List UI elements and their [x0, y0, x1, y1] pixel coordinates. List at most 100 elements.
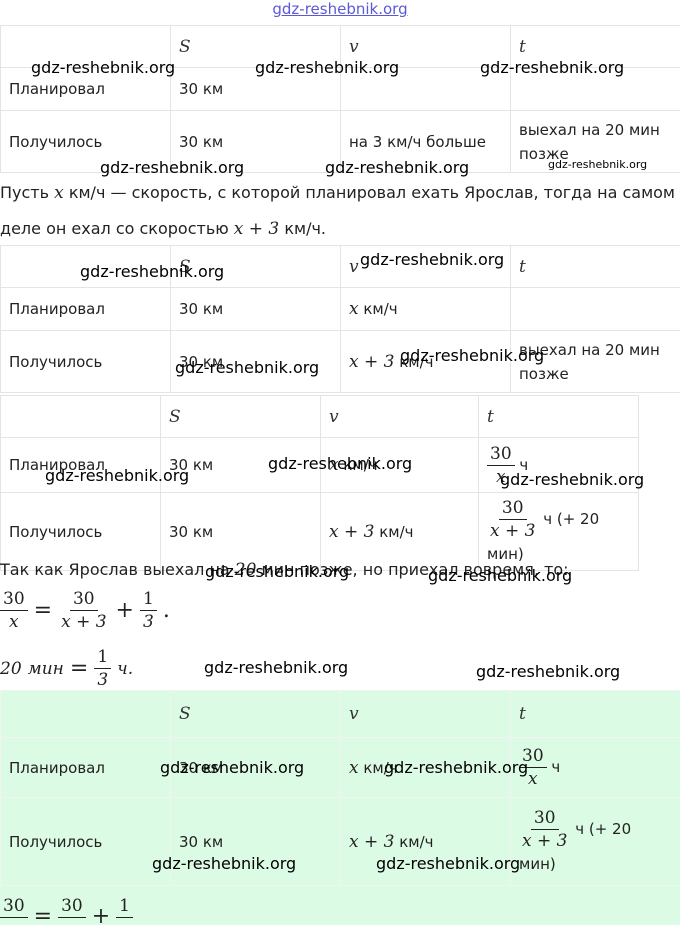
denominator [69, 918, 75, 925]
math-text: . [162, 598, 170, 623]
cell: 30 км [170, 287, 341, 331]
header-cell: S [170, 690, 341, 738]
cell [340, 67, 511, 111]
cell: 30 км [170, 737, 341, 798]
site-link[interactable]: gdz-reshebnik.org [272, 0, 408, 18]
watermark: gdz-reshebnik.org [45, 466, 190, 485]
watermark: gdz-reshebnik.org [376, 854, 521, 873]
header-cell: v [320, 395, 479, 438]
fraction: 30 x + 3 [58, 588, 109, 633]
cell-text: 30 км [169, 456, 214, 474]
cell: 30 км [170, 797, 341, 886]
header-cell [0, 245, 171, 288]
row: Получилось 30 км x + 3 км/ч 30 x + 3 ч (+ 20… [0, 797, 680, 886]
cell: 30 км [160, 437, 321, 493]
numerator: 1 [139, 588, 157, 611]
cell-text: ч (+ 20 мин) [487, 510, 600, 563]
cell-text: v [349, 36, 359, 57]
header-cell: v [340, 690, 511, 738]
cell-text: 30 км [179, 832, 224, 851]
fraction: 30 x + 3 [519, 807, 570, 852]
cell-text: t [487, 406, 494, 427]
fraction: 30 x [519, 745, 547, 790]
cell: x + 3 км/ч [320, 492, 479, 571]
cell-text: v [349, 704, 359, 724]
math: x [329, 455, 339, 475]
cell: Получилось [0, 330, 171, 393]
watermark: gdz-reshebnik.org [204, 658, 349, 677]
math-text: 20 [0, 658, 22, 679]
cell: 30 x + 3 ч (+ 20 мин) [510, 797, 680, 886]
row: Получилось 30 км на 3 км/ч больше выехал на… [0, 110, 680, 173]
cell: 30 x + 3 ч (+ 20 мин) [478, 492, 639, 571]
numerator: 30 [519, 745, 547, 768]
numerator: 30 [58, 895, 86, 918]
numerator: 1 [116, 895, 133, 918]
watermark: gdz-reshebnik.org [205, 562, 350, 581]
fraction: 30 [0, 895, 28, 925]
cell-text: Планировал [9, 758, 105, 777]
denominator: x + 3 [61, 612, 107, 632]
math-text: = [33, 903, 53, 925]
math: x + 3 [233, 219, 280, 239]
cell: 30 км [170, 110, 341, 173]
math-text: + [115, 598, 134, 623]
cell-text: v [349, 256, 359, 277]
paragraph: Пусть x км/ч — скорость, с которой плани… [0, 175, 680, 247]
cell-text: на 3 км/ч больше [349, 132, 486, 151]
math-text: ч. [117, 658, 134, 679]
numerator: 30 [530, 807, 559, 830]
math-text: = [69, 656, 89, 681]
fraction: 1 [116, 895, 133, 925]
watermark: gdz-reshebnik.org [31, 58, 176, 77]
denominator: x + 3 [490, 521, 536, 541]
cell-text: 30 км [179, 352, 224, 371]
cell: x + 3 км/ч [340, 797, 511, 886]
cell: на 3 км/ч больше [340, 110, 511, 173]
cell: 30 км [170, 67, 341, 111]
watermark: gdz-reshebnik.org [160, 758, 305, 777]
row: Планировал 30 км x км/ч 30 x ч [0, 737, 680, 798]
cell: x + 3 км/ч [340, 330, 511, 393]
numerator: 30 [498, 497, 527, 520]
header-cell: v [340, 25, 511, 68]
header-cell: S [170, 245, 341, 288]
cell: Планировал [0, 287, 171, 331]
paragraph: Так как Ярослав выехал на 20 мин позже, … [0, 552, 680, 588]
cell-text: Получилось [9, 132, 103, 151]
denominator: x [9, 612, 19, 632]
header-cell: t [510, 690, 680, 738]
fraction: 30 x [487, 443, 515, 488]
cell: выехал на 20 мин позже [510, 110, 680, 173]
cell: 30 x ч [478, 437, 639, 493]
cell-text: S [179, 36, 191, 57]
fraction: 30 x + 3 [487, 497, 538, 542]
numerator: 30 [487, 443, 515, 466]
math: x [349, 757, 359, 778]
cell: Получилось [0, 110, 171, 173]
cell: Планировал [0, 737, 171, 798]
math-text: + [91, 903, 111, 925]
equation: 30 = 30 +1 [0, 886, 680, 925]
cell-text: S [179, 704, 191, 724]
cell-text: км/ч [374, 522, 414, 541]
cell: 30 x ч [510, 737, 680, 798]
cell: Планировал [0, 67, 171, 111]
cell: x км/ч [320, 437, 479, 493]
text: мин позже, но приехал вовремя, то: [256, 560, 569, 579]
header-cell: t [478, 395, 639, 438]
cell-text: t [519, 704, 526, 724]
row: Планировал 30 км x км/ч [0, 287, 680, 331]
math: x [349, 299, 359, 319]
watermark: gdz-reshebnik.org [500, 470, 645, 489]
cell-text: Планировал [9, 300, 105, 318]
cell-text: S [179, 256, 191, 277]
